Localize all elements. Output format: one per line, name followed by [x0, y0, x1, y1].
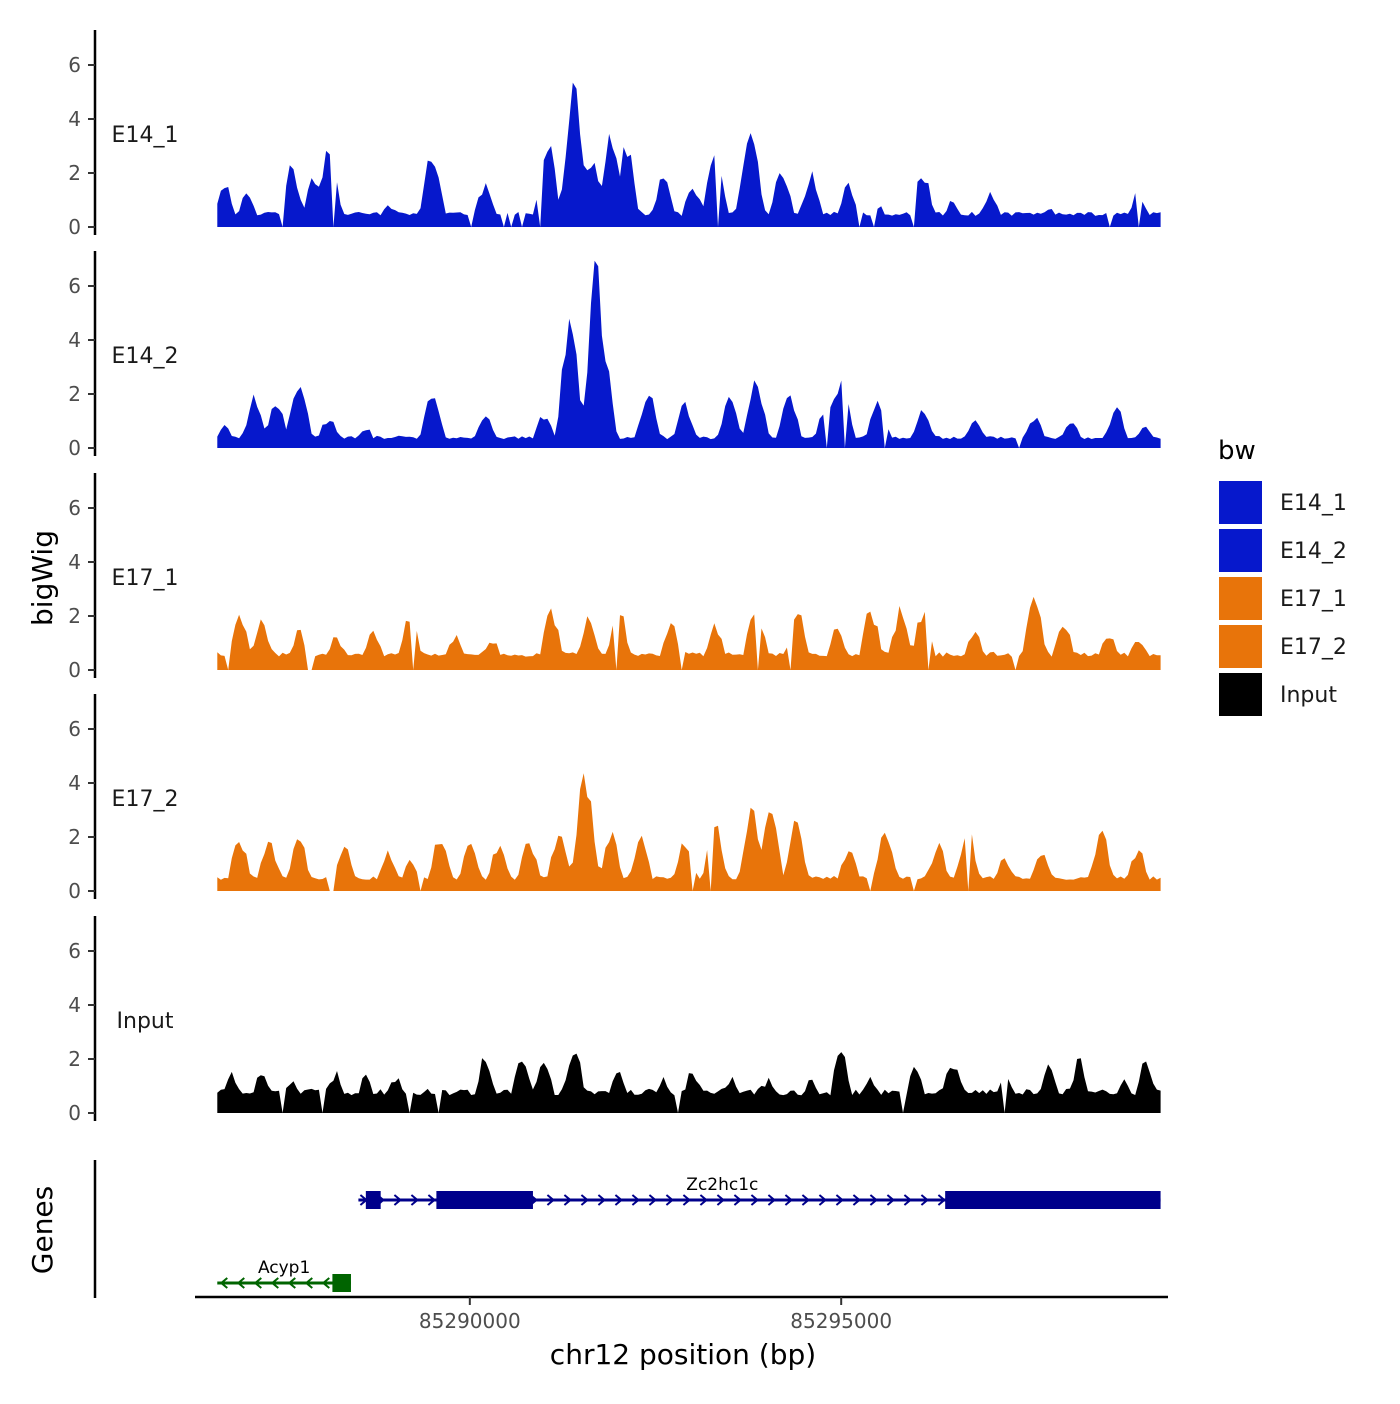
legend-swatch [1217, 479, 1264, 526]
track-input: 0 2 4 6 Input [68, 916, 1161, 1125]
track-label: E14_1 [112, 123, 179, 148]
y-tick-label: 0 [68, 1101, 81, 1125]
legend-swatch [1217, 671, 1264, 718]
strand-arrow [733, 1194, 742, 1206]
strand-arrow [937, 1194, 946, 1206]
strand-arrow [393, 1194, 402, 1206]
track-e14-1: 0 2 4 6 E14_1 [68, 30, 1161, 239]
genes-panel: Zc2hc1c Acyp1 [93, 1160, 1161, 1298]
track-label: E17_1 [112, 566, 179, 591]
track-label: E17_2 [112, 787, 179, 812]
y-tick-label: 2 [68, 825, 81, 849]
legend-label: E17_2 [1280, 635, 1347, 660]
strand-arrow [886, 1194, 895, 1206]
gene-exon [332, 1274, 351, 1292]
y-tick-label: 6 [68, 274, 81, 298]
strand-arrow [427, 1194, 436, 1206]
track-e17-1: 0 2 4 6 E17_1 [68, 473, 1161, 682]
x-tick-label: 85290000 [419, 1309, 521, 1333]
strand-arrow [304, 1277, 313, 1289]
strand-arrow [818, 1194, 827, 1206]
coverage-area [217, 596, 1161, 670]
legend-swatch [1217, 527, 1264, 574]
strand-arrow [546, 1194, 555, 1206]
strand-arrow [767, 1194, 776, 1206]
y-tick-label: 0 [68, 215, 81, 239]
strand-arrow [920, 1194, 929, 1206]
strand-arrow [287, 1277, 296, 1289]
strand-arrow [219, 1277, 228, 1289]
gene-acyp1: Acyp1 [217, 1258, 351, 1292]
strand-arrow [631, 1194, 640, 1206]
track-e17-2: 0 2 4 6 E17_2 [68, 694, 1161, 903]
y-axis-title: bigWig [26, 530, 59, 626]
y-tick-label: 0 [68, 436, 81, 460]
y-tick-label: 4 [68, 107, 81, 131]
strand-arrow [682, 1194, 691, 1206]
y-tick-label: 0 [68, 879, 81, 903]
gene-exon [365, 1191, 381, 1209]
x-axis: 85290000 85295000 [195, 1295, 1168, 1333]
coverage-area [217, 773, 1161, 891]
strand-arrow [597, 1194, 606, 1206]
strand-arrow [699, 1194, 708, 1206]
gene-name-label: Zc2hc1c [686, 1175, 758, 1195]
genes-axis-title: Genes [26, 1186, 59, 1274]
legend-label: Input [1280, 683, 1337, 708]
coverage-area [217, 1052, 1161, 1113]
strand-arrow [784, 1194, 793, 1206]
gene-name-label: Acyp1 [258, 1258, 310, 1278]
y-tick-label: 6 [68, 53, 81, 77]
coverage-area [217, 82, 1161, 227]
legend-swatch [1217, 623, 1264, 670]
y-tick-label: 2 [68, 604, 81, 628]
legend-label: E14_2 [1280, 539, 1347, 564]
y-tick-label: 6 [68, 717, 81, 741]
strand-arrow [665, 1194, 674, 1206]
y-tick-label: 4 [68, 550, 81, 574]
track-e14-2: 0 2 4 6 E14_2 [68, 251, 1161, 460]
y-tick-label: 0 [68, 658, 81, 682]
x-axis-title: chr12 position (bp) [550, 1338, 816, 1371]
strand-arrow [716, 1194, 725, 1206]
gene-zc2hc1c: Zc2hc1c [358, 1175, 1161, 1209]
strand-arrow [270, 1277, 279, 1289]
coverage-tracks: 0 2 4 6 E14_1 0 2 4 6 E14_2 0 2 4 6 E17_1 0 2 4 6 E17_2 0 2 4 6… [68, 30, 1161, 1125]
y-tick-label: 4 [68, 328, 81, 352]
strand-arrow [903, 1194, 912, 1206]
y-tick-label: 4 [68, 993, 81, 1017]
legend-swatch [1217, 575, 1264, 622]
coverage-area [217, 260, 1161, 448]
gene-exon [945, 1191, 1161, 1209]
legend-label: E17_1 [1280, 587, 1347, 612]
strand-arrow [410, 1194, 419, 1206]
strand-arrow [236, 1277, 245, 1289]
strand-arrow [321, 1277, 330, 1289]
track-label: Input [117, 1009, 174, 1034]
y-tick-label: 6 [68, 496, 81, 520]
legend-title: bw [1218, 436, 1256, 466]
strand-arrow [869, 1194, 878, 1206]
strand-arrow [852, 1194, 861, 1206]
strand-arrow [801, 1194, 810, 1206]
x-tick-label: 85295000 [790, 1309, 892, 1333]
strand-arrow [648, 1194, 657, 1206]
y-tick-label: 2 [68, 1047, 81, 1071]
strand-arrow [580, 1194, 589, 1206]
gene-exon [436, 1191, 533, 1209]
y-tick-label: 4 [68, 771, 81, 795]
y-tick-label: 2 [68, 161, 81, 185]
legend-label: E14_1 [1280, 491, 1347, 516]
y-tick-label: 2 [68, 382, 81, 406]
y-tick-label: 6 [68, 939, 81, 963]
strand-arrow [750, 1194, 759, 1206]
strand-arrow [563, 1194, 572, 1206]
legend: bw E14_1 E14_2 E17_1 E17_2 Input [1217, 436, 1347, 718]
strand-arrow [835, 1194, 844, 1206]
strand-arrow [614, 1194, 623, 1206]
strand-arrow [253, 1277, 262, 1289]
track-label: E14_2 [112, 344, 179, 369]
